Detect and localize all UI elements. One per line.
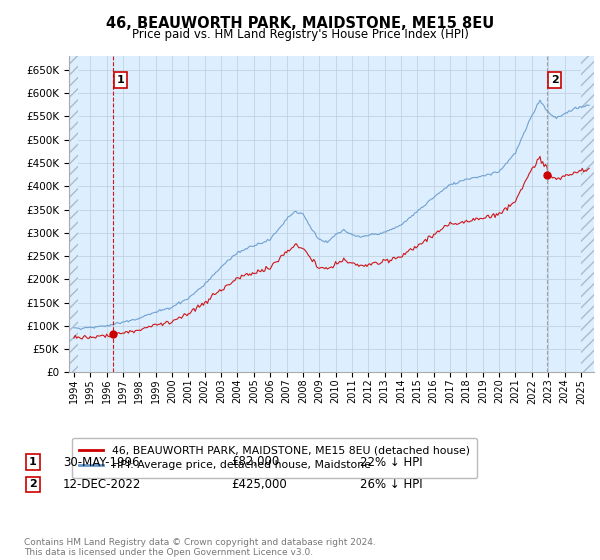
Text: 2: 2: [29, 479, 37, 489]
Legend: 46, BEAUWORTH PARK, MAIDSTONE, ME15 8EU (detached house), HPI: Average price, de: 46, BEAUWORTH PARK, MAIDSTONE, ME15 8EU …: [72, 438, 478, 478]
Text: 30-MAY-1996: 30-MAY-1996: [63, 455, 139, 469]
Text: Contains HM Land Registry data © Crown copyright and database right 2024.
This d: Contains HM Land Registry data © Crown c…: [24, 538, 376, 557]
Text: 12-DEC-2022: 12-DEC-2022: [63, 478, 142, 491]
Bar: [581, 56, 597, 372]
Text: 46, BEAUWORTH PARK, MAIDSTONE, ME15 8EU: 46, BEAUWORTH PARK, MAIDSTONE, ME15 8EU: [106, 16, 494, 31]
Text: 1: 1: [116, 75, 124, 85]
Text: £82,000: £82,000: [231, 455, 279, 469]
Bar: [69, 56, 78, 372]
Text: 2: 2: [551, 75, 559, 85]
Text: £425,000: £425,000: [231, 478, 287, 491]
Text: 22% ↓ HPI: 22% ↓ HPI: [360, 455, 422, 469]
Text: 1: 1: [29, 457, 37, 467]
Text: Price paid vs. HM Land Registry's House Price Index (HPI): Price paid vs. HM Land Registry's House …: [131, 28, 469, 41]
Text: 26% ↓ HPI: 26% ↓ HPI: [360, 478, 422, 491]
